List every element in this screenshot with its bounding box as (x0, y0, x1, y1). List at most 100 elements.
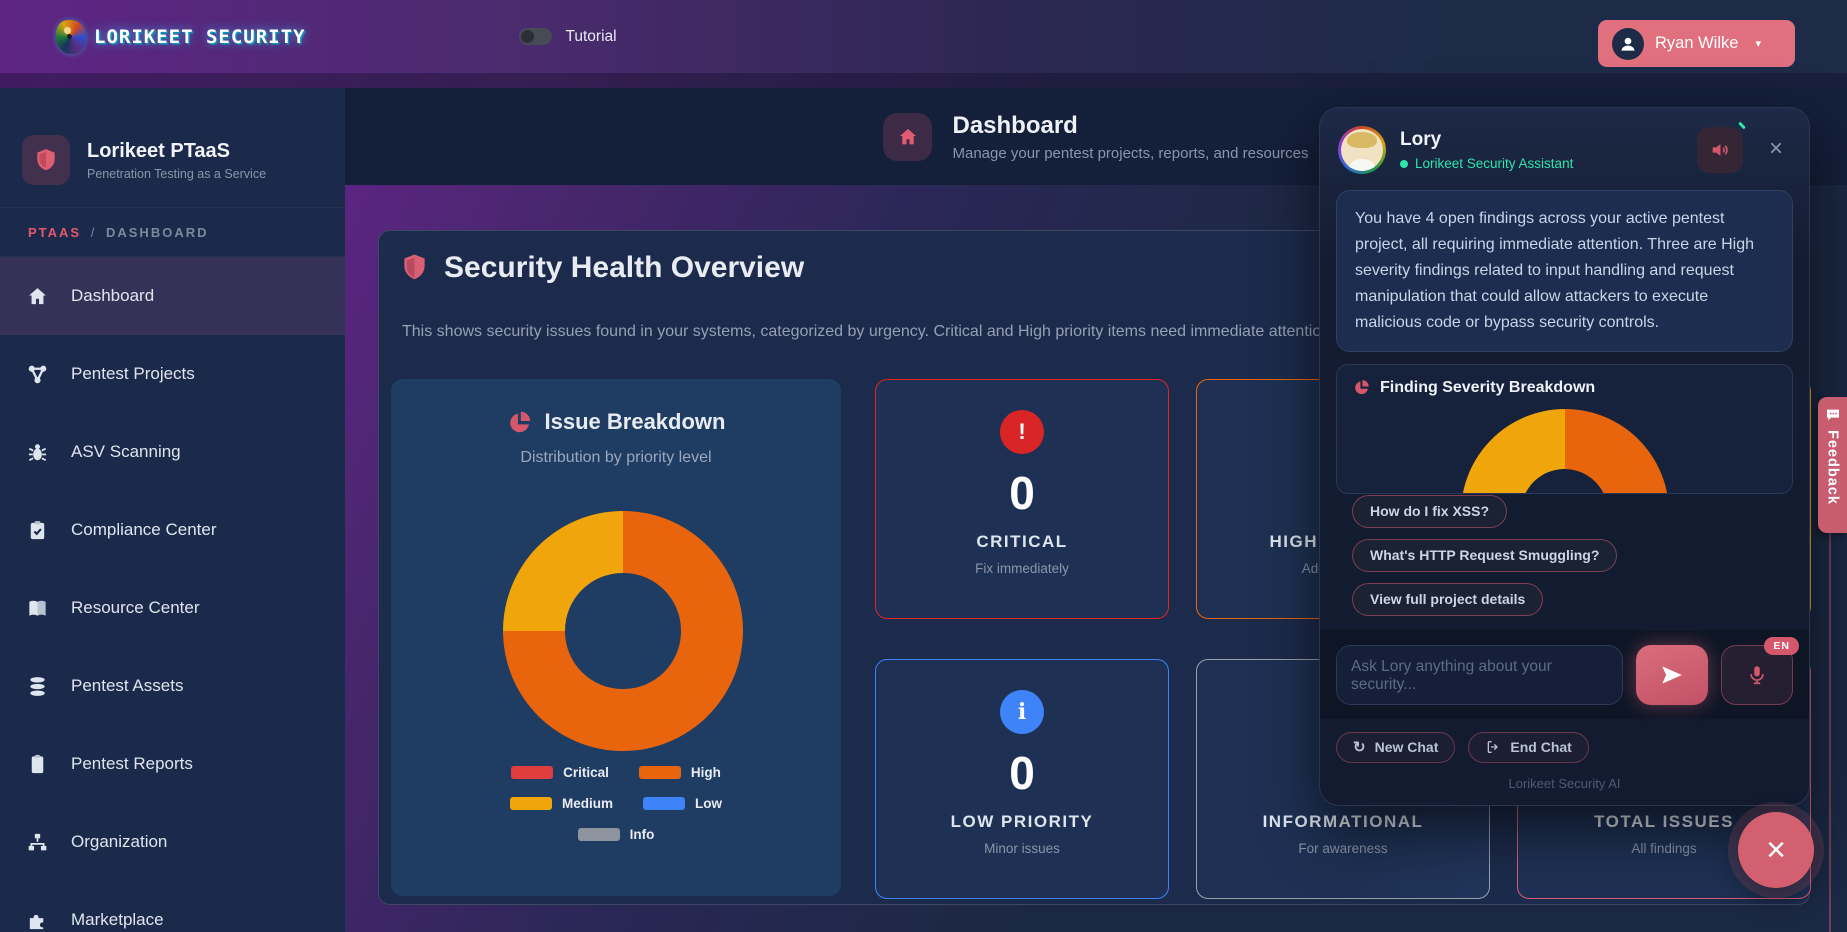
puzzle-icon (25, 908, 49, 932)
quick-replies: How do I fix XSS? What's HTTP Request Sm… (1336, 494, 1793, 616)
sidebar-item-resource-center[interactable]: Resource Center (0, 569, 345, 647)
issue-breakdown-card: Issue Breakdown Distribution by priority… (391, 379, 841, 896)
severity-chart-title: Finding Severity Breakdown (1380, 378, 1596, 396)
issue-breakdown-subtitle: Distribution by priority level (520, 449, 712, 466)
pie-chart-icon (507, 410, 532, 435)
legend-item-low: Low (643, 796, 722, 811)
lory-chat-widget: Lory Lorikeet Security Assistant × You h… (1319, 107, 1810, 806)
sidebar: Lorikeet PTaaS Penetration Testing as a … (0, 88, 345, 932)
home-icon (883, 112, 933, 161)
close-icon[interactable]: × (1768, 135, 1783, 162)
close-chat-fab[interactable]: × (1738, 812, 1814, 888)
microphone-icon (1746, 664, 1768, 686)
assistant-name: Lory (1400, 129, 1442, 150)
legend-swatch (638, 766, 681, 779)
low-count: 0 (1009, 747, 1035, 799)
sidebar-item-pentest-projects[interactable]: Pentest Projects (0, 335, 345, 413)
speaker-icon (1709, 139, 1731, 161)
lorikeet-logo-icon (56, 19, 86, 54)
chevron-down-icon: ▾ (1755, 38, 1761, 50)
chat-input[interactable] (1336, 644, 1623, 705)
breadcrumb-section[interactable]: PTAAS (28, 225, 82, 240)
chat-message-area: You have 4 open findings across your act… (1320, 188, 1809, 616)
low-priority-card: i 0 LOW PRIORITY Minor issues (875, 659, 1169, 899)
send-button[interactable] (1636, 644, 1708, 705)
book-icon (25, 596, 49, 620)
legend-item-info: Info (577, 827, 654, 842)
new-chat-button[interactable]: ↻ New Chat (1336, 731, 1456, 763)
chart-legend: Critical High Medium (391, 765, 841, 842)
legend-swatch (509, 797, 552, 810)
top-bar: LORIKEET SECURITY Tutorial Ryan Wilke ▾ (0, 0, 1847, 88)
issue-breakdown-title: Issue Breakdown (544, 409, 726, 434)
severity-breakdown-card: Finding Severity Breakdown (1336, 363, 1793, 494)
online-status-dot (1400, 159, 1408, 168)
chat-footer-branding: Lorikeet Security AI (1508, 775, 1621, 791)
breadcrumb-page: DASHBOARD (105, 225, 209, 240)
page-title: Dashboard (952, 111, 1078, 139)
user-name: Ryan Wilke (1655, 34, 1739, 52)
quick-reply-fix-xss[interactable]: How do I fix XSS? (1352, 494, 1508, 528)
overview-description: This shows security issues found in your… (402, 323, 1335, 340)
bug-icon (25, 440, 49, 464)
legend-item-medium: Medium (509, 796, 613, 811)
critical-count: 0 (1009, 467, 1035, 519)
sidebar-item-dashboard[interactable]: Dashboard (0, 257, 345, 335)
overview-title: Security Health Overview (444, 251, 805, 284)
home-icon (25, 284, 49, 308)
report-file-icon (25, 752, 49, 776)
right-edge-accent-line (1829, 397, 1831, 932)
sidebar-item-marketplace[interactable]: Marketplace (0, 881, 345, 932)
legend-item-high: High (638, 765, 721, 780)
brand-wordmark: LORIKEET SECURITY (94, 25, 306, 48)
critical-card: ! 0 CRITICAL Fix immediately (875, 379, 1169, 619)
sign-out-icon (1485, 739, 1501, 755)
breadcrumb: PTAAS / DASHBOARD (0, 207, 345, 257)
quick-reply-http-smuggling[interactable]: What's HTTP Request Smuggling? (1352, 538, 1618, 572)
sidebar-item-pentest-reports[interactable]: Pentest Reports (0, 725, 345, 803)
tutorial-label: Tutorial (565, 27, 617, 45)
microphone-button[interactable]: EN (1721, 636, 1799, 705)
language-badge: EN (1764, 636, 1799, 655)
shield-icon (401, 253, 428, 283)
feedback-tab[interactable]: Feedback (1818, 397, 1847, 533)
product-title: Lorikeet PTaaS (87, 139, 231, 162)
severity-donut-chart (1460, 408, 1669, 493)
user-menu-button[interactable]: Ryan Wilke ▾ (1598, 20, 1795, 67)
assistant-role: Lorikeet Security Assistant (1415, 156, 1574, 171)
breadcrumb-separator: / (90, 225, 97, 240)
voice-output-button[interactable] (1697, 127, 1743, 173)
pie-chart-icon (1353, 379, 1370, 396)
refresh-icon: ↻ (1353, 739, 1366, 757)
quick-reply-project-details[interactable]: View full project details (1352, 582, 1544, 616)
speech-bubble-icon (1825, 407, 1841, 423)
info-icon: i (1000, 690, 1044, 734)
issue-breakdown-donut-chart (503, 511, 743, 751)
page-subtitle: Manage your pentest projects, reports, a… (952, 144, 1309, 162)
chat-header: Lory Lorikeet Security Assistant × (1320, 108, 1809, 188)
end-chat-button[interactable]: End Chat (1468, 731, 1589, 763)
sidebar-item-compliance-center[interactable]: Compliance Center (0, 491, 345, 569)
sidebar-nav: Dashboard Pentest Projects ASV Scanning … (0, 257, 345, 932)
chat-input-row: EN (1320, 629, 1809, 719)
legend-swatch (511, 766, 554, 779)
legend-item-critical: Critical (511, 765, 609, 780)
network-nodes-icon (25, 362, 49, 386)
lory-avatar (1338, 126, 1386, 174)
sidebar-item-pentest-assets[interactable]: Pentest Assets (0, 647, 345, 725)
shield-icon (22, 135, 70, 185)
paper-plane-icon (1659, 662, 1685, 688)
assistant-message: You have 4 open findings across your act… (1336, 190, 1793, 352)
legend-swatch (577, 828, 620, 841)
sidebar-item-asv-scanning[interactable]: ASV Scanning (0, 413, 345, 491)
user-avatar-icon (1612, 27, 1644, 60)
sidebar-item-organization[interactable]: Organization (0, 803, 345, 881)
toggle-knob-icon (521, 30, 535, 43)
database-icon (25, 674, 49, 698)
product-subtitle: Penetration Testing as a Service (87, 166, 267, 181)
alert-icon: ! (1000, 410, 1044, 454)
tutorial-toggle[interactable] (519, 28, 553, 45)
sitemap-icon (25, 830, 49, 854)
brand-logo: LORIKEET SECURITY (56, 19, 306, 54)
